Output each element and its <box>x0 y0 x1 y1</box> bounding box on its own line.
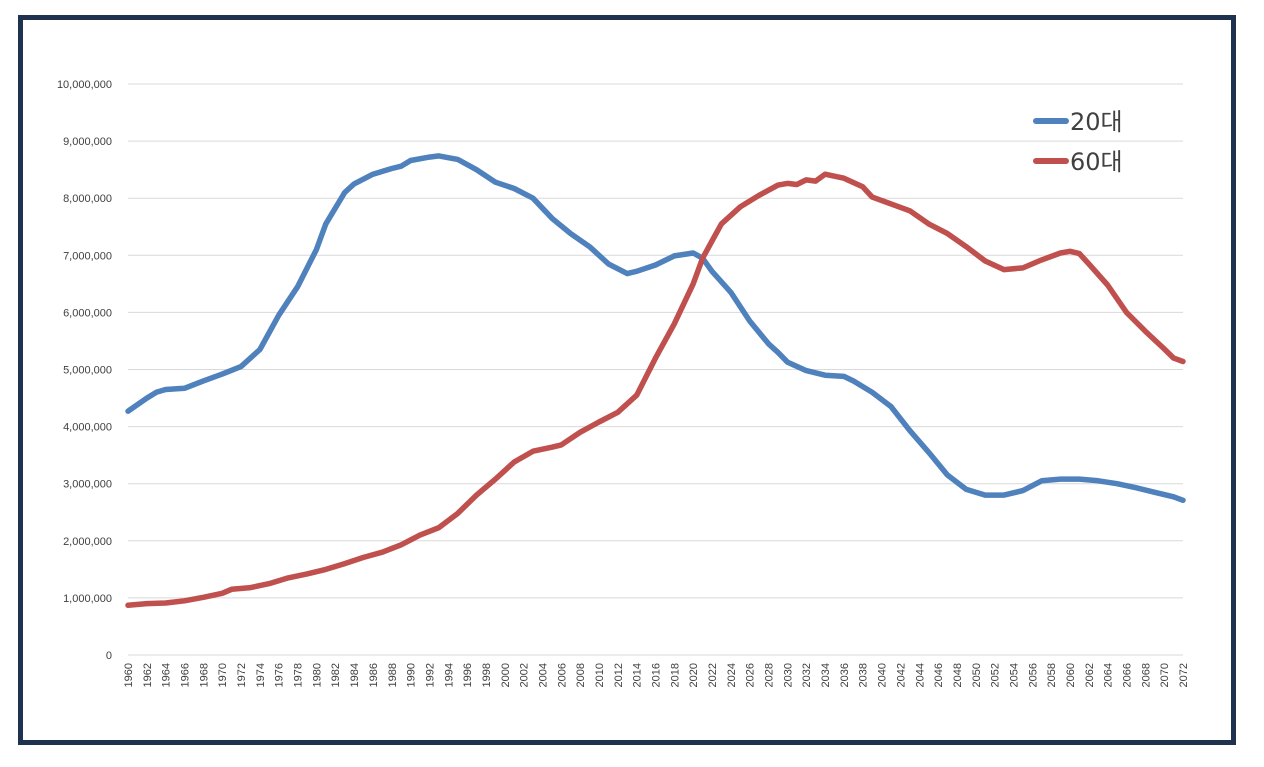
x-tick-label: 2048 <box>952 663 964 687</box>
x-tick-label: 2058 <box>1046 663 1058 687</box>
x-tick-label: 2000 <box>500 663 512 687</box>
x-tick-label: 2018 <box>669 663 681 687</box>
series-line-20 <box>125 153 1186 504</box>
y-tick-label: 5,000,000 <box>63 365 112 377</box>
x-tick-label: 1964 <box>161 663 173 687</box>
x-tick-label: 2064 <box>1103 663 1115 687</box>
x-tick-label: 2038 <box>858 663 870 687</box>
y-tick-label: 10,000,000 <box>57 79 112 91</box>
x-tick-label: 2016 <box>651 663 663 687</box>
x-tick-label: 2066 <box>1121 663 1133 687</box>
x-tick-label: 1990 <box>406 663 418 687</box>
x-tick-label: 2004 <box>537 663 549 687</box>
x-tick-label: 1978 <box>293 663 305 687</box>
x-tick-label: 2070 <box>1159 663 1171 687</box>
x-tick-label: 2022 <box>707 663 719 687</box>
x-tick-label: 2006 <box>556 663 568 687</box>
x-tick-label: 1970 <box>217 663 229 687</box>
x-tick-label: 2044 <box>914 663 926 687</box>
y-tick-label: 7,000,000 <box>63 250 112 262</box>
x-tick-label: 2002 <box>519 663 531 687</box>
y-tick-label: 1,000,000 <box>63 593 112 605</box>
x-tick-label: 2072 <box>1178 663 1190 687</box>
x-tick-label: 2040 <box>877 663 889 687</box>
x-tick-label: 1992 <box>424 663 436 687</box>
y-tick-label: 9,000,000 <box>63 136 112 148</box>
x-tick-label: 2054 <box>1008 663 1020 687</box>
x-tick-label: 2050 <box>971 663 983 687</box>
x-tick-label: 2020 <box>688 663 700 687</box>
x-tick-label: 2014 <box>632 663 644 687</box>
x-tick-label: 1962 <box>142 663 154 687</box>
x-tick-label: 2052 <box>990 663 1002 687</box>
x-tick-label: 2062 <box>1084 663 1096 687</box>
x-tick-label: 1994 <box>443 663 455 687</box>
x-tick-label: 2068 <box>1140 663 1152 687</box>
x-axis: 1960 1962 1964 1966 1968 1970 1972 1974 1976 1978… <box>123 654 1190 687</box>
gridlines <box>128 83 1183 656</box>
x-tick-label: 2036 <box>839 663 851 687</box>
x-tick-label: 1982 <box>330 663 342 687</box>
x-tick-label: 2008 <box>575 663 587 687</box>
x-tick-label: 1974 <box>255 663 267 687</box>
y-tick-label: 4,000,000 <box>63 422 112 434</box>
x-tick-label: 1972 <box>236 663 248 687</box>
x-tick-label: 2046 <box>933 663 945 687</box>
y-tick-label: 2,000,000 <box>63 536 112 548</box>
x-tick-label: 1996 <box>462 663 474 687</box>
series-lines <box>125 153 1186 609</box>
x-tick-label: 2024 <box>726 663 738 687</box>
legend-label-20: 20대 <box>1070 108 1123 136</box>
x-tick-label: 1980 <box>311 663 323 687</box>
y-tick-label: 3,000,000 <box>63 479 112 491</box>
series-line-60 <box>125 171 1186 609</box>
x-tick-label: 2060 <box>1065 663 1077 687</box>
x-tick-label: 1998 <box>481 663 493 687</box>
y-tick-label: 8,000,000 <box>63 193 112 205</box>
y-axis: 0 1,000,000 2,000,000 3,000,000 4,000,000 5,0… <box>57 79 112 662</box>
x-tick-label: 2028 <box>764 663 776 687</box>
x-tick-label: 2026 <box>745 663 757 687</box>
legend: 20대 60대 <box>1033 108 1123 176</box>
x-tick-label: 2034 <box>820 663 832 687</box>
x-tick-label: 1960 <box>123 663 135 687</box>
x-tick-label: 1968 <box>198 663 210 687</box>
y-tick-label: 6,000,000 <box>63 307 112 319</box>
x-tick-label: 2056 <box>1027 663 1039 687</box>
x-tick-label: 2042 <box>895 663 907 687</box>
x-tick-label: 1986 <box>368 663 380 687</box>
legend-label-60: 60대 <box>1070 148 1123 176</box>
x-tick-label: 1988 <box>387 663 399 687</box>
x-tick-label: 2010 <box>594 663 606 687</box>
x-tick-label: 1984 <box>349 663 361 687</box>
x-tick-label: 2030 <box>782 663 794 687</box>
x-tick-label: 2032 <box>801 663 813 687</box>
chart-frame <box>18 15 1236 745</box>
x-tick-label: 2012 <box>613 663 625 687</box>
y-tick-label: 0 <box>106 650 112 662</box>
x-tick-label: 1966 <box>180 663 192 687</box>
x-tick-label: 1976 <box>274 663 286 687</box>
